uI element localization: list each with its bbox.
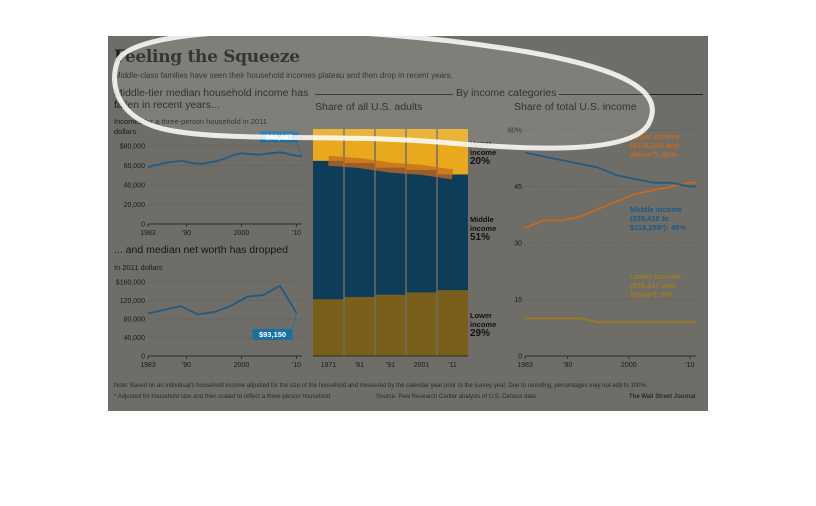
adults-xtick: 2001	[414, 362, 430, 369]
networth-callout: $93,150	[259, 330, 286, 339]
networth-callout-box	[252, 328, 293, 340]
share-ytick: 15	[514, 297, 522, 304]
bar-lower-segment	[344, 296, 375, 356]
networth-chart-title: ... and median net worth has dropped	[114, 244, 288, 256]
income-xtick: '90	[182, 230, 191, 237]
lower-income-label: Lower income 29%	[470, 311, 510, 339]
networth-chart-subtitle: In 2011 dollars	[114, 263, 163, 272]
share-line-middle	[524, 151, 696, 188]
share-xtick: '90	[563, 362, 572, 369]
adults-xtick: '91	[386, 362, 395, 369]
bar-middle-segment	[437, 174, 468, 291]
bar-lower-segment	[406, 292, 437, 356]
income-callout-leader	[295, 142, 303, 157]
bar-middle-segment	[406, 169, 437, 293]
upper-legend: Upper income ($118,256 and above*): 46%	[630, 132, 681, 159]
income-ytick: 20,000	[124, 202, 146, 209]
networth-xtick: 1983	[140, 362, 156, 369]
networth-ytick: 0	[141, 354, 145, 361]
income-line	[147, 151, 303, 169]
footer-asterisk: * Adjusted for household size and then s…	[114, 394, 331, 400]
networth-ytick: 120,000	[120, 298, 145, 305]
share-ytick: 30	[514, 241, 522, 248]
share-xtick: '10	[685, 362, 694, 369]
share-xtick: 2000	[621, 362, 637, 369]
adults-xtick: '11	[448, 362, 457, 369]
networth-line	[147, 284, 298, 316]
upper-label-line2: income	[470, 148, 497, 157]
networth-ytick: $160,000	[116, 280, 145, 287]
networth-xtick: '90	[182, 362, 191, 369]
bar-upper-segment	[313, 129, 344, 161]
bar-upper-segment	[437, 129, 468, 175]
income-ytick: $80,000	[120, 144, 145, 151]
upper-label-pct: 20%	[470, 156, 491, 167]
lower-label-pct: 29%	[470, 328, 491, 339]
adults-xtick: '81	[355, 362, 364, 369]
networth-ytick: 80,000	[124, 317, 146, 324]
bar-upper-segment	[406, 129, 437, 170]
footer-source: Source: Pew Research Center analysis of …	[376, 394, 536, 400]
infographic: Feeling the Squeeze Middle-class familie…	[108, 36, 708, 411]
middle-legend: Middle income ($39,418 to $118,255*): 45…	[630, 205, 686, 232]
footer-note: Note: Based on an individual's household…	[114, 383, 648, 389]
middle-label-line1: Middle	[470, 215, 494, 224]
upper-middle-band	[328, 155, 454, 180]
bar-lower-segment	[313, 299, 344, 356]
income-xtick: 2000	[234, 230, 250, 237]
networth-xtick: 2000	[234, 362, 250, 369]
networth-callout-leader	[292, 312, 297, 330]
adults-xtick: 1971	[321, 362, 337, 369]
share-ytick: 60%	[508, 128, 522, 135]
income-ytick: 60,000	[124, 163, 146, 170]
bar-middle-segment	[344, 163, 375, 297]
upper-label-line1: Upper	[470, 139, 492, 148]
share-line-upper	[524, 181, 696, 229]
lower-label-line1: Lower	[470, 311, 493, 320]
middle-label-line2: income	[470, 224, 497, 233]
upper-income-label: Upper income 20%	[470, 139, 510, 167]
share-xtick: 1983	[517, 362, 533, 369]
lower-label-line2: income	[470, 320, 497, 329]
bar-lower-segment	[375, 294, 406, 356]
share-ytick: 45	[514, 184, 522, 191]
share-ytick: 0	[518, 354, 522, 361]
bar-middle-segment	[313, 160, 344, 300]
income-xtick: 1983	[140, 230, 156, 237]
middle-label-pct: 51%	[470, 232, 491, 243]
income-ytick: 0	[141, 222, 145, 229]
networth-xtick: '10	[292, 362, 301, 369]
income-xtick: '10	[292, 230, 301, 237]
bar-lower-segment	[437, 290, 468, 356]
middle-income-label: Middle income 51%	[470, 215, 510, 243]
income-ytick: 40,000	[124, 183, 146, 190]
networth-ytick: 40,000	[124, 335, 146, 342]
lower-legend: Lower income ($39,417 and below*): 9%	[630, 272, 681, 299]
income-callout: $69,487	[265, 132, 292, 141]
share-line-lower	[525, 317, 696, 324]
bar-middle-segment	[375, 167, 406, 295]
footer-brand: The Wall Street Journal	[629, 394, 696, 400]
